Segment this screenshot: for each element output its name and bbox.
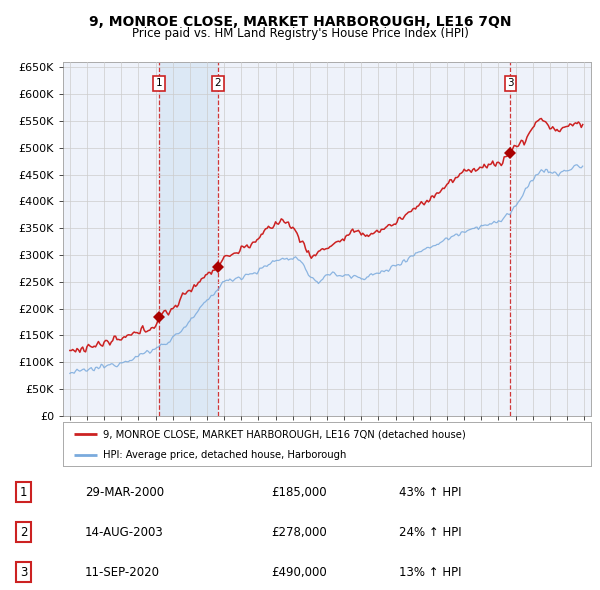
Text: Price paid vs. HM Land Registry's House Price Index (HPI): Price paid vs. HM Land Registry's House … [131,27,469,40]
Text: £490,000: £490,000 [271,566,326,579]
Text: 11-SEP-2020: 11-SEP-2020 [85,566,160,579]
Bar [160,62,218,416]
Text: 24% ↑ HPI: 24% ↑ HPI [399,526,461,539]
Text: 14-AUG-2003: 14-AUG-2003 [85,526,163,539]
Text: 1: 1 [156,78,163,88]
Text: HPI: Average price, detached house, Harborough: HPI: Average price, detached house, Harb… [103,450,346,460]
Text: 43% ↑ HPI: 43% ↑ HPI [399,486,461,499]
Text: 3: 3 [507,78,514,88]
Text: 13% ↑ HPI: 13% ↑ HPI [399,566,461,579]
Text: 3: 3 [20,566,27,579]
Text: 2: 2 [214,78,221,88]
Text: 2: 2 [20,526,28,539]
Text: 1: 1 [20,486,28,499]
Text: 9, MONROE CLOSE, MARKET HARBOROUGH, LE16 7QN: 9, MONROE CLOSE, MARKET HARBOROUGH, LE16… [89,15,511,29]
Text: 29-MAR-2000: 29-MAR-2000 [85,486,164,499]
Text: 9, MONROE CLOSE, MARKET HARBOROUGH, LE16 7QN (detached house): 9, MONROE CLOSE, MARKET HARBOROUGH, LE16… [103,430,466,439]
Text: £278,000: £278,000 [271,526,326,539]
Text: £185,000: £185,000 [271,486,326,499]
